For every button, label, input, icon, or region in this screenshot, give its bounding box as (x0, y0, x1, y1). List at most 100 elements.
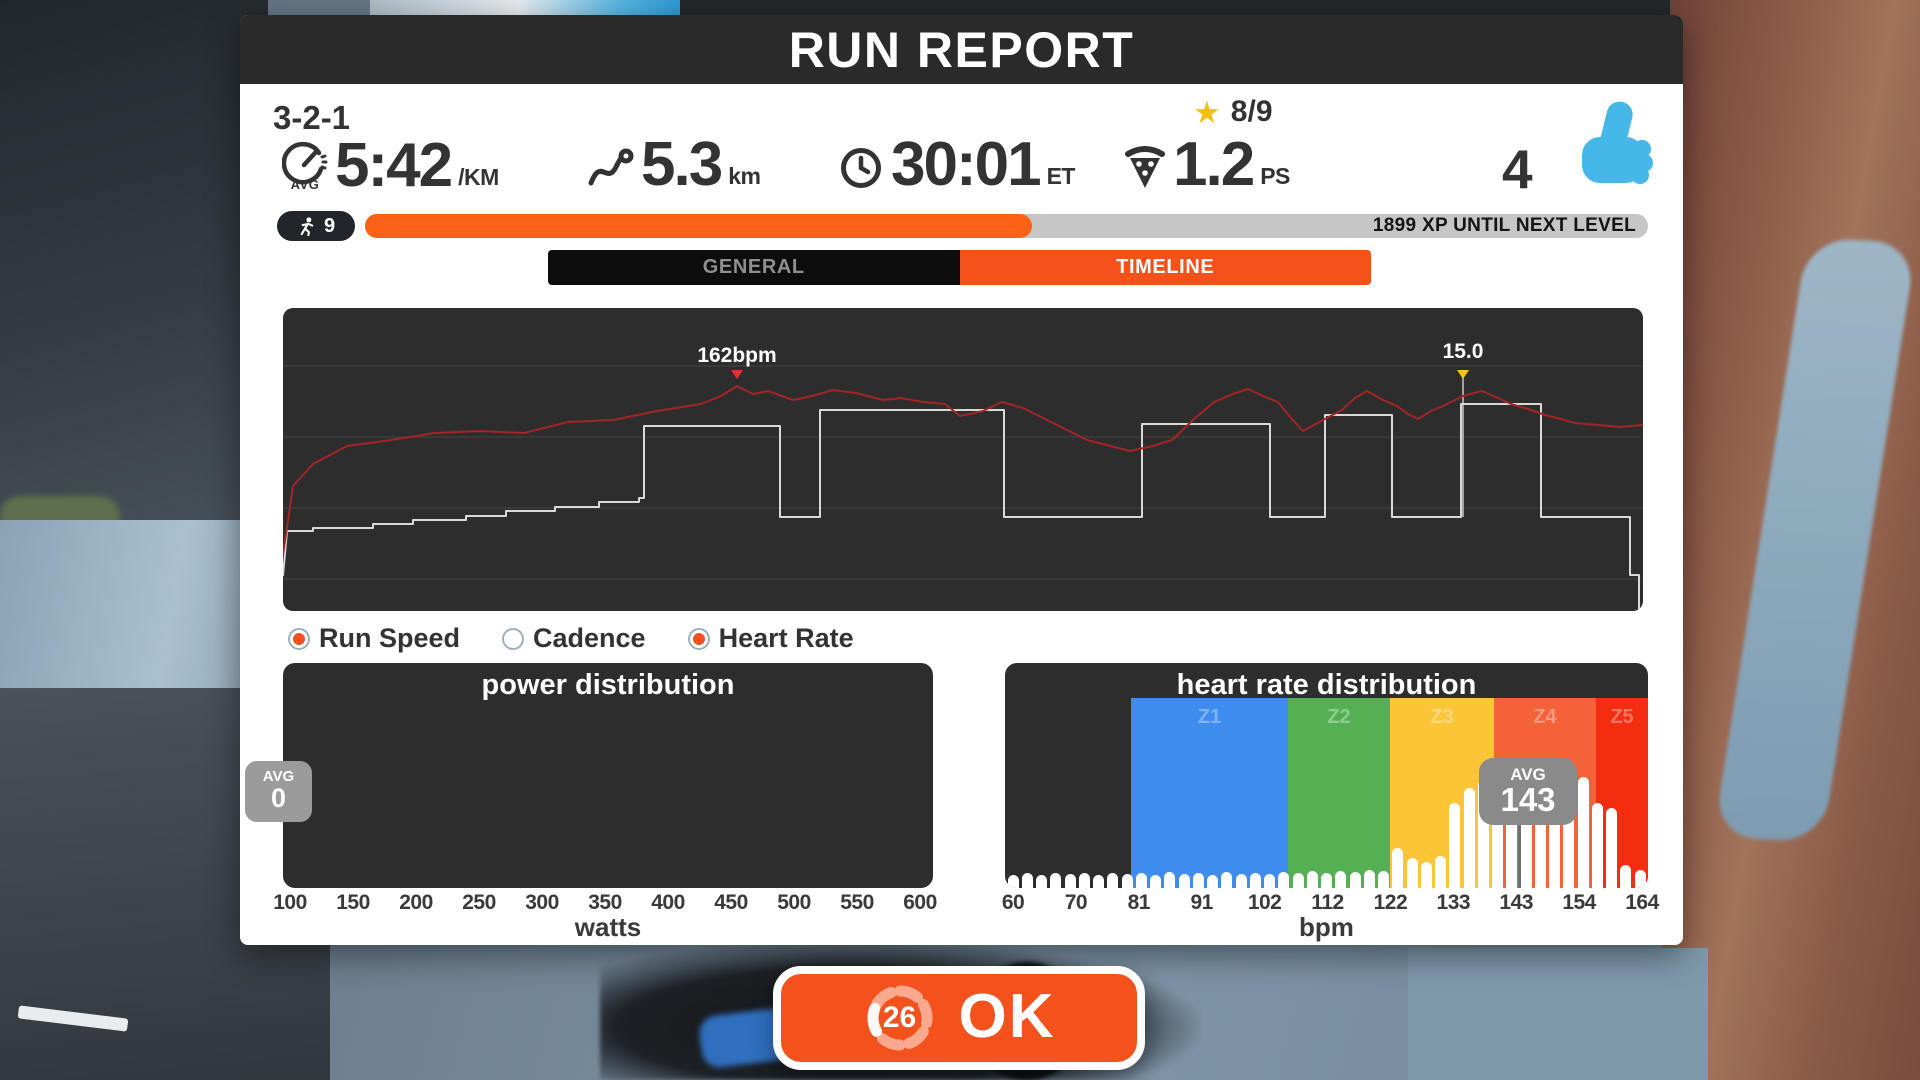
time-unit: ET (1046, 162, 1076, 189)
x-tick: 70 (1064, 891, 1088, 914)
hr-histogram-bar (1363, 870, 1375, 888)
hr-zone-label: Z2 (1327, 706, 1351, 728)
hr-histogram-bar (1620, 865, 1632, 888)
pace-value: 5:42 (335, 131, 453, 201)
power-axis-unit: watts (574, 912, 642, 942)
x-tick: 450 (714, 891, 748, 914)
x-tick: 350 (588, 891, 622, 914)
x-tick: 600 (903, 891, 937, 914)
thumbs-up-icon (1566, 99, 1662, 195)
background-rock (0, 0, 268, 560)
power-x-axis: 100 150 200 250 300 350 400 450 500 550 600 (273, 891, 937, 914)
hr-histogram-bar (1549, 807, 1560, 888)
hr-zone-z1: Z1 (1131, 698, 1288, 888)
x-tick: 112 (1311, 891, 1344, 914)
dialog-title: RUN REPORT (788, 21, 1135, 78)
x-tick: 300 (525, 891, 559, 914)
hr-zone-label: Z1 (1197, 706, 1222, 728)
legend-radio-run-speed[interactable]: Run Speed (288, 623, 460, 654)
report-tabs: GENERAL TIMELINE (548, 250, 1371, 285)
stat-stars: ★ 8/9 (1193, 95, 1273, 129)
hr-histogram-bar (1563, 770, 1575, 888)
hr-histogram-bar (1577, 777, 1589, 888)
calories-unit: PS (1260, 162, 1290, 189)
x-tick: 150 (336, 891, 370, 914)
radio-selected-icon[interactable] (687, 627, 710, 650)
x-tick: 250 (462, 891, 496, 914)
legend-radio-heart-rate[interactable]: Heart Rate (687, 623, 854, 654)
hr-zone-z5: Z5 (1596, 698, 1648, 888)
workout-name: 3-2-1 (273, 99, 351, 136)
hr-histogram-bar (1378, 871, 1389, 888)
x-tick: 91 (1190, 891, 1214, 914)
series-legend: Run Speed Cadence Heart Rate (288, 623, 854, 654)
x-tick: 133 (1436, 891, 1471, 914)
hr-histogram-bar (1164, 872, 1176, 888)
ride-ons-count: 4 (1502, 138, 1533, 200)
radio-unselected-icon[interactable] (502, 627, 525, 650)
hr-histogram-bar (1634, 870, 1646, 888)
power-avg-badge: AVG 0 (245, 761, 312, 822)
x-tick: 102 (1247, 891, 1282, 914)
tab-general[interactable]: GENERAL (548, 250, 960, 285)
legend-radio-cadence[interactable]: Cadence (502, 623, 646, 654)
svg-text:162bpm: 162bpm (697, 344, 776, 367)
clock-icon (838, 145, 884, 191)
xp-progress-fill (365, 214, 1033, 238)
time-value: 30:01 (891, 130, 1042, 199)
countdown-value: 26 (882, 1001, 917, 1034)
hr-histogram-bar (1078, 873, 1090, 888)
legend-label: Run Speed (319, 623, 461, 653)
distance-value: 5.3 (641, 130, 723, 199)
hr-histogram-bar (1249, 873, 1261, 888)
distance-unit: km (728, 162, 761, 189)
run-level-value: 9 (323, 214, 336, 237)
hr-histogram-bar (1406, 858, 1418, 888)
hr-histogram-bar (1321, 873, 1332, 888)
hr-histogram-bar (1606, 808, 1617, 888)
hr-histogram-bar (1335, 871, 1347, 888)
hr-histogram-bar (1520, 792, 1532, 888)
background-cliff (680, 0, 1670, 17)
hr-histogram-bar (1150, 875, 1161, 888)
hr-histogram-bar (1221, 872, 1233, 888)
pace-unit: /KM (458, 164, 499, 190)
hr-x-axis: 60 70 81 91 102 112 122 133 143 154 164 (1002, 891, 1659, 914)
hr-histogram-bar (1463, 788, 1475, 888)
hr-histogram-bar (1449, 803, 1461, 888)
star-icon: ★ (1193, 94, 1221, 130)
x-tick: 60 (1001, 891, 1025, 914)
runner-icon (300, 216, 314, 236)
hr-histogram-bar (1007, 875, 1019, 888)
hr-avg-value: 143 (1500, 780, 1556, 818)
dialog-header: RUN REPORT (240, 15, 1683, 84)
stat-calories: 1.2 PS (1124, 130, 1290, 199)
radio-selected-icon[interactable] (288, 627, 310, 650)
hr-histogram-bar (1050, 873, 1062, 888)
background-sky (370, 0, 680, 17)
ok-button-label: OK (958, 981, 1056, 1051)
stat-average-pace: AVG 5:42 /KM (282, 131, 499, 201)
power-panel-title: power distribution (481, 669, 735, 701)
hr-zone-z2: Z2 (1288, 698, 1390, 888)
hr-histogram-bar (1420, 862, 1432, 888)
hr-histogram-bar (1292, 873, 1304, 888)
calories-value: 1.2 (1173, 130, 1255, 199)
stat-distance: 5.3 km (586, 130, 761, 199)
tab-timeline[interactable]: TIMELINE (959, 250, 1371, 285)
pizza-icon (1124, 143, 1166, 191)
x-tick: 154 (1562, 891, 1596, 914)
hr-histogram-bar (1278, 872, 1290, 888)
hr-histogram-bar (1064, 874, 1076, 888)
background-water-2 (1408, 948, 1708, 1080)
hr-histogram-bar (1435, 856, 1446, 888)
power-distribution-panel: power distribution (283, 663, 933, 888)
speedometer-icon: AVG (282, 140, 328, 192)
hr-histogram-bar (1264, 874, 1275, 888)
x-tick: 400 (651, 891, 685, 914)
hr-avg-badge: AVG 143 (1479, 758, 1577, 825)
stars-value: 8/9 (1230, 95, 1273, 128)
countdown-spinner: 26 (863, 981, 937, 1055)
ok-button[interactable]: 26 OK (773, 966, 1145, 1070)
